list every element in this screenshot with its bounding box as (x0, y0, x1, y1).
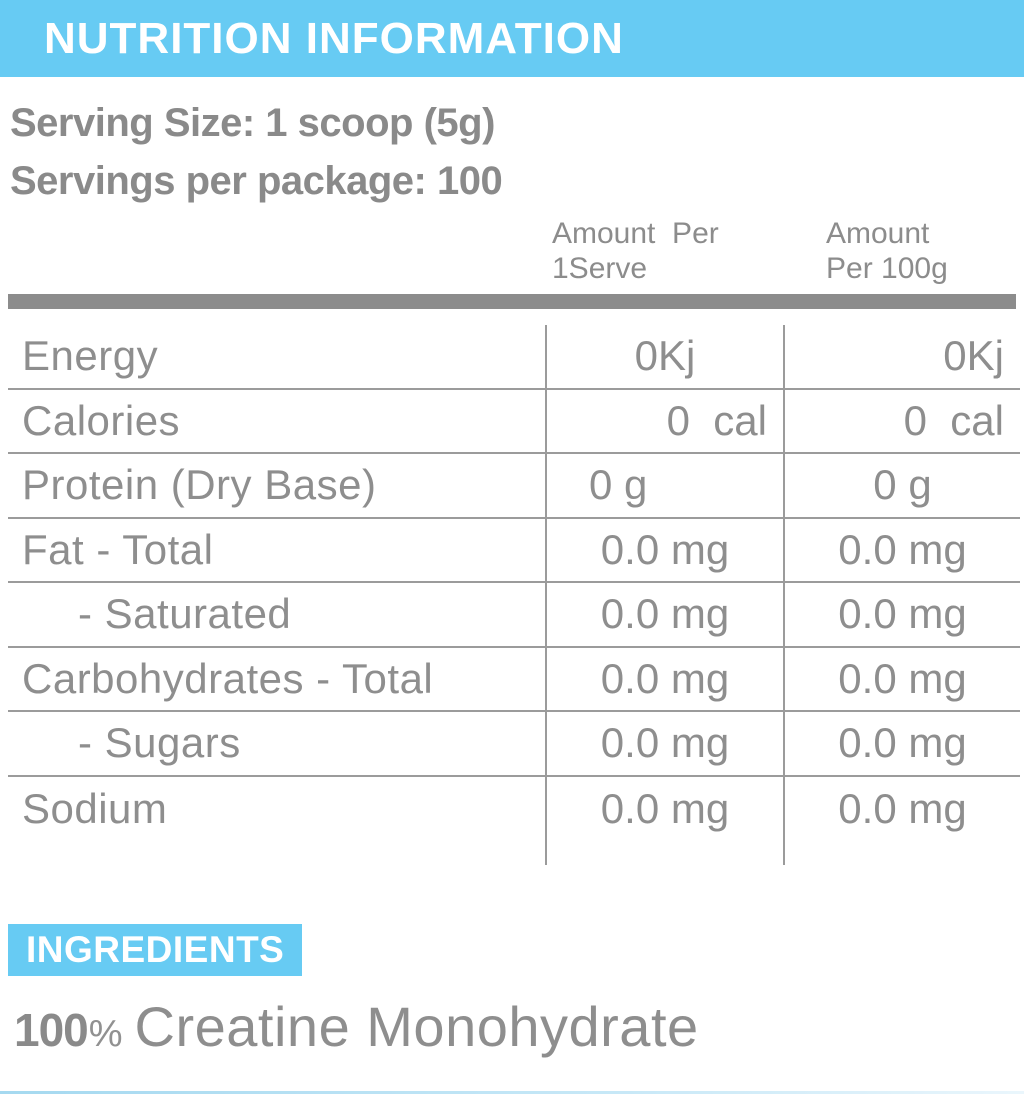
column-header-per-serve-line1: Amount Per (552, 217, 719, 250)
column-header-per-serve: Amount Per 1Serve (552, 216, 719, 286)
table-spacer-vline-1 (545, 841, 783, 865)
row-protein-per-serve: 0 g (545, 454, 783, 519)
column-header-per-100g-line2: Per 100g (826, 252, 948, 285)
column-header-per-100g-line1: Amount (826, 217, 930, 250)
servings-per-package-text: Servings per package: 100 (10, 159, 503, 203)
column-header-per-100g: Amount Per 100g (826, 216, 948, 286)
column-header-per-serve-line2: 1Serve (552, 252, 648, 285)
ingredients-text: 100% Creatine Monohydrate (14, 994, 699, 1059)
page-title: NUTRITION INFORMATION (44, 13, 624, 63)
row-sugars-per-100g: 0.0 mg (783, 712, 1020, 777)
row-calories-per-100g: 0 cal (783, 389, 1020, 454)
row-saturated-per-serve: 0.0 mg (545, 583, 783, 648)
ingredient-percent-sign: % (88, 1013, 123, 1055)
row-energy-per-serve: 0Kj (545, 325, 783, 390)
ingredients-heading: INGREDIENTS (8, 924, 303, 976)
header-banner: NUTRITION INFORMATION (0, 0, 1024, 77)
row-saturated-per-100g: 0.0 mg (783, 583, 1020, 648)
row-calories-label: Calories (8, 390, 545, 454)
ingredient-percent-number: 100 (14, 1004, 89, 1056)
row-fat-total-label: Fat - Total (8, 519, 545, 583)
row-carbohydrates-per-100g: 0.0 mg (783, 647, 1020, 712)
row-fat-total-per-serve: 0.0 mg (545, 518, 783, 583)
row-energy-per-100g: 0Kj (783, 325, 1020, 390)
table-spacer (8, 841, 545, 865)
row-protein-per-100g: 0 g (783, 454, 1020, 519)
serving-size-text: Serving Size: 1 scoop (5g) (10, 101, 495, 145)
row-sodium-per-100g: 0.0 mg (783, 776, 1020, 841)
row-calories-per-serve: 0 cal (545, 389, 783, 454)
header-divider-bar (8, 294, 1016, 309)
table-spacer-vline-2 (783, 841, 1020, 865)
row-sodium-label: Sodium (22, 784, 168, 832)
ingredient-name: Creatine Monohydrate (134, 995, 699, 1058)
nutrition-table: Energy 0Kj 0Kj Calories 0 cal 0 cal Prot… (8, 325, 1020, 865)
row-sodium-per-serve: 0.0 mg (545, 776, 783, 841)
row-carbohydrates-per-serve: 0.0 mg (545, 647, 783, 712)
row-carbohydrates-label: Carbohydrates - Total (8, 648, 545, 712)
row-sugars-label: - Sugars (8, 712, 545, 777)
row-fat-total-per-100g: 0.0 mg (783, 518, 1020, 583)
row-energy-label: Energy (8, 325, 545, 390)
row-saturated-label: - Saturated (8, 583, 545, 648)
row-protein-label: Protein (Dry Base) (8, 454, 545, 519)
bottom-accent-rule (0, 1091, 1024, 1094)
row-sugars-per-serve: 0.0 mg (545, 712, 783, 777)
